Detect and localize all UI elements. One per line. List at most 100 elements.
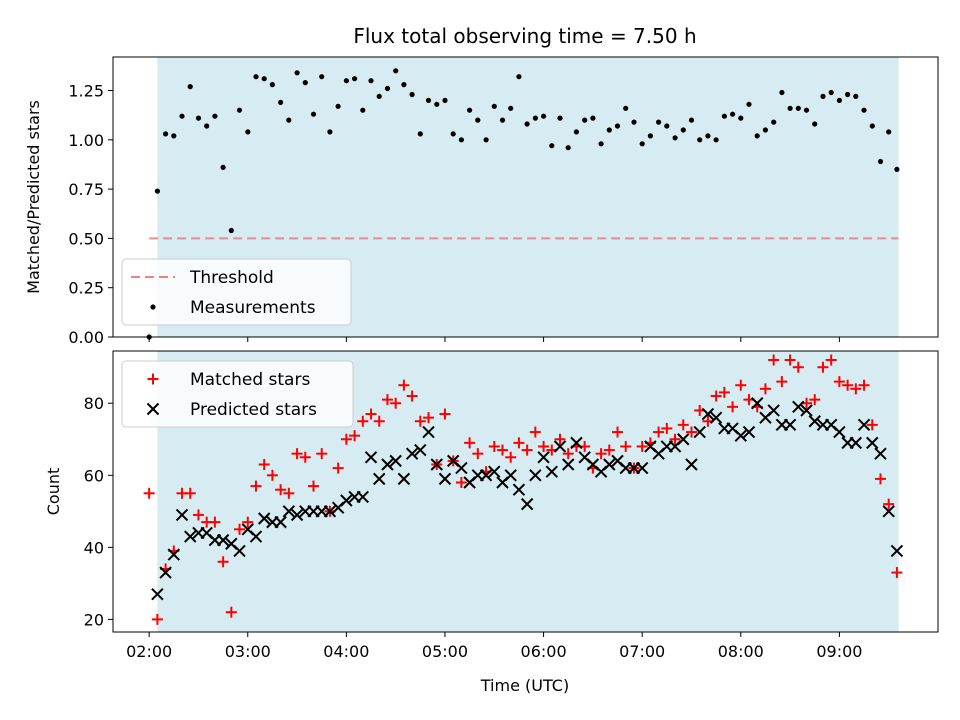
- predicted-star-point: [553, 440, 567, 453]
- measurement-point: [771, 119, 777, 125]
- matched-star-point: [316, 448, 328, 460]
- matched-star-point: [488, 440, 500, 452]
- measurement-point: [713, 137, 719, 143]
- predicted-star-point: [520, 497, 534, 511]
- measurement-point: [812, 121, 818, 127]
- count-x-tick-label: 05:00: [422, 642, 468, 661]
- matched-star-point: [883, 498, 895, 510]
- legend-measurements-label: Measurements: [190, 298, 316, 318]
- predicted-star-point: [866, 436, 879, 450]
- ratio-x-ticks: [148, 337, 840, 342]
- matched-star-point: [603, 444, 615, 456]
- predicted-star-point: [537, 451, 550, 464]
- ratio-y-tick-label: 1.00: [68, 131, 104, 150]
- matched-star-point: [143, 487, 155, 499]
- measurement-point: [360, 107, 366, 113]
- measurement-point: [491, 103, 497, 109]
- measurement-point: [516, 74, 522, 80]
- measurement-point: [894, 166, 900, 172]
- predicted-star-point: [479, 469, 493, 482]
- count-x-tick-label: 02:00: [126, 642, 172, 661]
- matched-star-point: [735, 379, 747, 391]
- measurement-point: [261, 76, 267, 82]
- predicted-star-point: [455, 461, 468, 475]
- measurement-point: [376, 93, 382, 99]
- ratio-y-tick-label: 0.75: [68, 180, 104, 199]
- count-legend: Matched stars Predicted stars: [121, 360, 354, 428]
- measurement-point: [672, 135, 678, 141]
- measurement-point: [573, 129, 580, 135]
- predicted-star-point: [323, 505, 337, 518]
- count-y-tick-label: 60: [84, 466, 104, 485]
- measurement-point: [647, 133, 654, 139]
- count-y-axis: 20 40 60 80: [84, 394, 113, 629]
- count-legend-box: [121, 360, 354, 428]
- matched-star-point: [842, 379, 854, 391]
- predicted-star-point: [167, 548, 181, 561]
- predicted-star-point: [882, 505, 895, 518]
- matched-star-point: [423, 412, 435, 424]
- measurement-point: [458, 137, 464, 143]
- measurement-point: [425, 97, 432, 103]
- measurement-point: [187, 84, 193, 90]
- matched-star-point: [390, 397, 402, 409]
- measurement-point: [557, 115, 563, 121]
- predicted-star-point: [693, 425, 706, 439]
- matched-star-point: [307, 480, 319, 492]
- predicted-star-point: [373, 472, 386, 486]
- measurement-point: [269, 82, 275, 88]
- measurement-point: [836, 97, 843, 103]
- matched-star-point: [718, 386, 730, 398]
- matched-star-point: [398, 379, 410, 391]
- predicted-star-point: [783, 418, 797, 432]
- measurement-point: [393, 68, 399, 74]
- measurement-point: [795, 105, 801, 111]
- matched-star-point: [620, 440, 632, 452]
- matched-star-point: [677, 419, 689, 431]
- matched-star-point: [349, 430, 361, 442]
- predicted-star-point: [249, 530, 263, 543]
- matched-star-point: [538, 440, 550, 452]
- predicted-star-point: [751, 397, 764, 410]
- measurement-point: [294, 70, 300, 76]
- matched-star-point: [710, 390, 722, 402]
- measurement-point: [779, 89, 785, 96]
- matched-star-point: [866, 419, 878, 431]
- predicted-star-point: [257, 512, 271, 525]
- measurement-point: [401, 82, 407, 88]
- measurement-point: [245, 129, 251, 135]
- legend-matched-swatch: [147, 373, 159, 385]
- measurement-point: [442, 97, 448, 103]
- measurement-point: [787, 105, 793, 111]
- measurement-point: [278, 99, 284, 105]
- count-y-tick-label: 40: [84, 538, 104, 557]
- matched-star-point: [184, 487, 196, 499]
- predicted-star-point: [512, 483, 526, 496]
- measurement-point: [730, 111, 736, 117]
- legend-predicted-swatch: [146, 402, 160, 416]
- measurement-point: [549, 143, 555, 149]
- predicted-star-point: [397, 472, 411, 486]
- ratio-y-tick-label: 0.25: [68, 279, 104, 298]
- measurement-point: [877, 158, 884, 165]
- legend-predicted-marker: [146, 402, 160, 416]
- count-x-axis: 02:00 03:00 04:00 05:00 06:00 07:00 08:00 09:00: [126, 632, 862, 661]
- matched-star-point: [291, 448, 303, 460]
- predicted-star-point: [422, 425, 435, 439]
- predicted-star-point: [356, 490, 370, 504]
- matched-star-point: [636, 440, 648, 452]
- matched-star-point: [521, 444, 533, 456]
- measurement-point: [721, 113, 728, 119]
- matched-star-point: [891, 567, 903, 579]
- matched-star-point: [472, 448, 484, 460]
- measurement-point: [417, 131, 423, 137]
- predicted-star-point: [701, 407, 715, 421]
- predicted-star-point: [405, 447, 419, 460]
- predicted-star-point: [389, 454, 402, 468]
- ratio-y-tick-label: 0.00: [68, 328, 104, 347]
- matched-star-point: [595, 448, 607, 460]
- measurement-point: [803, 107, 810, 113]
- measurement-point: [565, 145, 571, 151]
- measurement-point: [368, 78, 374, 84]
